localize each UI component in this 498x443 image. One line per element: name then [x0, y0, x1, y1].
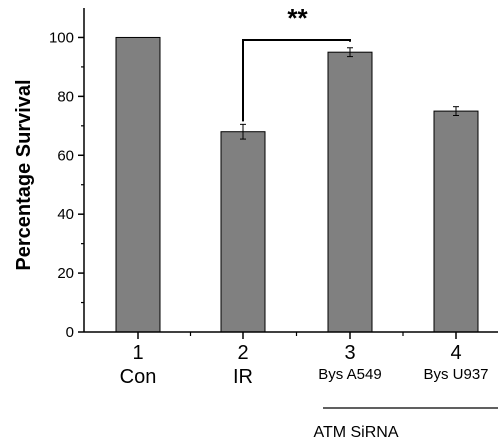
- significance-bracket: [242, 39, 351, 122]
- y-tick-label: 40: [57, 206, 74, 223]
- group-label: ATM SiRNA: [313, 424, 398, 441]
- bar: [327, 51, 373, 333]
- significance-layer: **: [242, 3, 351, 122]
- y-ticks-layer: 0 20 40 60 80 100: [49, 29, 84, 341]
- bars-layer: [115, 36, 479, 333]
- y-tick-label: 20: [57, 265, 74, 282]
- x-tick-number: 3: [344, 342, 355, 364]
- error-bars-layer: [240, 47, 459, 140]
- y-tick-label: 0: [66, 324, 74, 341]
- bar: [433, 110, 479, 333]
- y-tick-label: 80: [57, 88, 74, 105]
- bar: [220, 131, 266, 333]
- x-tick-label: Bys U937: [423, 366, 488, 383]
- x-tick-label: IR: [233, 366, 253, 388]
- significance-label: **: [287, 3, 308, 33]
- x-tick-number: 1: [132, 342, 143, 364]
- x-tick-label: Con: [120, 366, 157, 388]
- x-tick-number: 2: [237, 342, 248, 364]
- y-tick-label: 60: [57, 147, 74, 164]
- bar: [115, 36, 161, 333]
- y-tick-label: 100: [49, 29, 74, 46]
- x-tick-number: 4: [450, 342, 461, 364]
- x-tick-label: Bys A549: [318, 366, 381, 383]
- y-axis-label: Percentage Survival: [13, 79, 35, 270]
